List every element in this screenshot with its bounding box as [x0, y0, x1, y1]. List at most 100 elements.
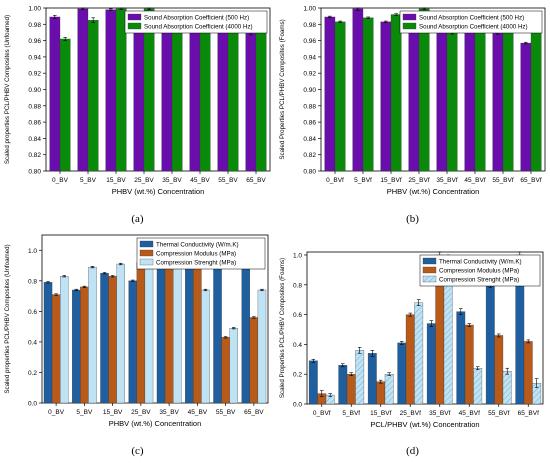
bar-5_BVf-s2 [355, 350, 365, 405]
y-tick-label: 0.90 [303, 87, 316, 94]
bar-25_BVf-s0 [408, 24, 420, 172]
x-tick-label: 15_BV [103, 409, 123, 416]
legend-box [136, 237, 266, 270]
y-tick-label: 0.82 [303, 152, 316, 159]
legend-swatch [127, 13, 142, 21]
x-tick-label: 0_BV [48, 409, 65, 416]
y-tick-label: 0.88 [28, 103, 41, 110]
bar-35_BVf-s1 [446, 33, 458, 172]
legend-entry: Compression Strenght (MPa) [156, 260, 236, 267]
y-tick-label: 1.00 [303, 6, 316, 13]
x-tick-label: 15_BVf [370, 410, 392, 417]
x-tick-label: 65_BVf [518, 410, 540, 417]
bar-45_BV-s0 [189, 18, 201, 172]
y-tick-label: 0.86 [303, 120, 316, 127]
x-tick-label: 0_BVf [313, 410, 331, 417]
chart-panel-b: 0.80 0.82 0.84 0.86 0.88 0.90 0.92 0.94 0.96 0.98… [279, 6, 546, 196]
bar-35_BV-s2 [173, 250, 182, 404]
bar-15_BV-s0 [100, 273, 109, 404]
y-tick-label: 0.2 [293, 372, 302, 379]
x-tick-label: 65_BV [244, 409, 264, 416]
legend-entry: Sound Absorption Coefficient (500 Hz) [144, 15, 249, 22]
bar-45_BV-s1 [199, 20, 211, 172]
legend-swatch [422, 275, 437, 283]
bar-65_BVf-s1 [530, 31, 542, 172]
legend-swatch [127, 22, 142, 30]
x-tick-label: 55_BV [216, 409, 236, 416]
bar-25_BV-s2 [144, 257, 154, 404]
y-tick-label: 0.98 [303, 22, 316, 29]
x-tick-label: 45_BV [190, 177, 210, 184]
bar-15_BVf-s1 [390, 14, 402, 172]
bar-0_BVf-s0 [308, 360, 318, 405]
bar-5_BVf-s1 [346, 374, 356, 405]
x-tick-label: 25_BV [134, 177, 154, 184]
x-tick-label: 65_BVf [520, 177, 542, 184]
y-tick-label: 0.96 [28, 38, 41, 45]
bar-65_BV-s2 [257, 289, 267, 404]
bar-45_BV-s0 [185, 263, 194, 404]
bar-25_BVf-s1 [405, 314, 415, 405]
bar-5_BV-s1 [87, 20, 99, 172]
bar-45_BVf-s1 [464, 324, 474, 405]
bar-35_BVf-s0 [436, 30, 448, 172]
x-tick-label: 5_BVf [342, 410, 360, 417]
bar-15_BV-s1 [108, 276, 117, 404]
legend-swatch [402, 13, 417, 21]
bar-65_BVf-s1 [523, 341, 533, 405]
bar-15_BV-s2 [116, 263, 125, 404]
bar-55_BVf-s1 [502, 23, 514, 172]
bar-25_BV-s0 [133, 19, 145, 172]
bar-45_BVf-s2 [473, 368, 483, 405]
bar-5_BVf-s1 [362, 17, 374, 172]
bar-55_BV-s0 [213, 257, 222, 404]
bar-15_BVf-s1 [376, 381, 386, 405]
caption-b: (b) [406, 213, 419, 225]
legend-swatch [139, 240, 154, 248]
bar-45_BVf-s0 [456, 311, 466, 405]
bar-25_BV-s1 [136, 262, 146, 404]
bar-45_BV-s1 [193, 265, 202, 404]
y-tick-label: 0.6 [28, 309, 37, 316]
x-axis-label: PCL/PHBV (wt.%) Concentration [370, 420, 479, 429]
chart-panel-d: 0.0 0.2 0.4 0.6 0.8 1.0 0_BVf 5_BVf 15_BVf 25_BVf… [279, 251, 544, 429]
y-tick-label: 1.0 [293, 252, 302, 259]
bar-15_BVf-s0 [367, 353, 377, 405]
legend-entry: Sound Absorption Coefficient (4000 Hz) [144, 24, 253, 31]
caption-a: (a) [131, 213, 144, 225]
bar-35_BV-s0 [161, 25, 173, 172]
x-axis-label: PHBV (wt.%) Concentration [109, 419, 202, 428]
bar-65_BV-s0 [241, 250, 250, 404]
legend-entry: Sound Absorption Coefficient (500 Hz) [419, 15, 524, 22]
legend-entry: Compression Modulus (MPa) [439, 268, 519, 275]
y-tick-label: 0.94 [303, 54, 316, 61]
bar-65_BV-s1 [249, 317, 259, 404]
y-tick-label: 0.92 [303, 71, 316, 78]
y-tick-label: 1.0 [28, 248, 37, 255]
legend-entry: Sound Absorption Coefficient (4000 Hz) [419, 24, 528, 31]
x-tick-label: 65_BV [246, 177, 266, 184]
x-tick-label: 35_BV [162, 177, 182, 184]
x-tick-label: 0_BVf [326, 177, 344, 184]
bar-0_BVf-s1 [334, 21, 346, 172]
y-tick-label: 0.2 [28, 370, 37, 377]
y-tick-label: 0.8 [293, 282, 302, 289]
x-tick-label: 15_BVf [380, 177, 402, 184]
bar-45_BV-s2 [201, 289, 210, 404]
bar-0_BV-s1 [51, 294, 61, 404]
y-axis-label: Scaled properties PCL/PHBV Composites (U… [4, 244, 11, 393]
bar-55_BV-s2 [229, 328, 238, 404]
legend-box [124, 10, 268, 34]
x-tick-label: 25_BVf [400, 410, 422, 417]
bar-55_BVf-s0 [492, 33, 504, 172]
y-tick-label: 0.4 [293, 342, 302, 349]
bar-35_BV-s1 [164, 250, 174, 404]
x-tick-label: 25_BVf [408, 177, 430, 184]
y-tick-label: 0.0 [28, 401, 37, 408]
x-tick-label: 45_BVf [459, 410, 481, 417]
bar-5_BV-s1 [80, 286, 89, 404]
bar-5_BV-s0 [72, 289, 81, 404]
x-tick-label: 55_BVf [488, 410, 510, 417]
y-tick-label: 0.82 [28, 152, 41, 159]
y-axis-label: Scaled properties PCL/PHBV Composites (U… [4, 15, 11, 164]
